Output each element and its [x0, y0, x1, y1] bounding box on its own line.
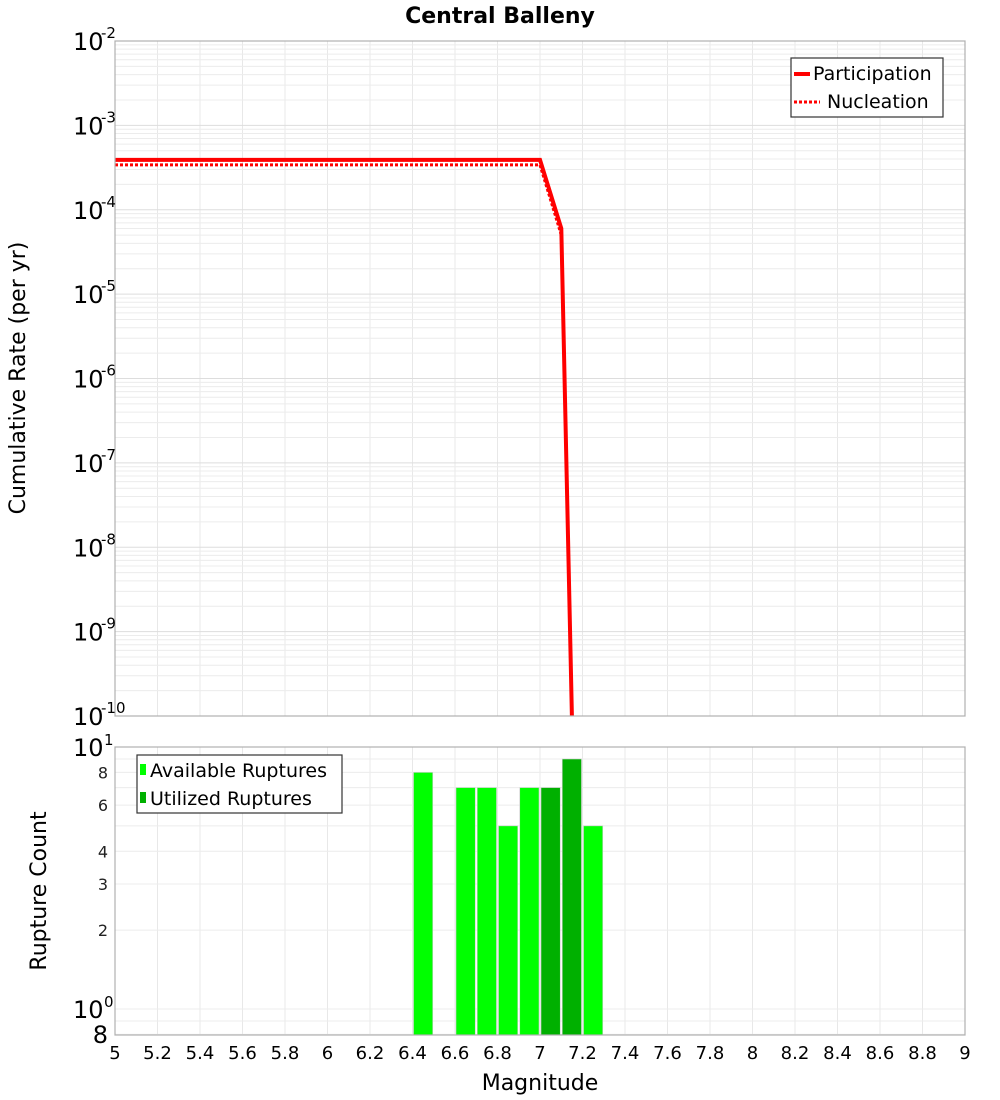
- svg-text:-6: -6: [101, 362, 116, 380]
- rupture-bar: [455, 787, 476, 1036]
- svg-text:10: 10: [73, 112, 104, 140]
- top-y-tick: 10-8: [73, 530, 116, 562]
- svg-text:10: 10: [73, 996, 104, 1024]
- x-tick-label: 5.8: [271, 1043, 300, 1064]
- svg-text:-7: -7: [101, 446, 116, 464]
- bottom-gridlines: [115, 747, 966, 1035]
- x-tick-label: 8: [747, 1043, 758, 1064]
- legend-nucleation-label: Nucleation: [827, 91, 929, 113]
- legend-utilized-label: Utilized Ruptures: [150, 788, 312, 810]
- svg-text:10: 10: [73, 28, 104, 56]
- utilized-legend-swatch: [140, 792, 146, 803]
- rupture-bar: [561, 758, 582, 1036]
- rupture-bars: [413, 758, 604, 1036]
- top-y-ticks: 10-210-310-410-510-610-710-810-910-10: [73, 24, 126, 731]
- top-y-tick: 10-2: [73, 24, 116, 56]
- svg-text:-3: -3: [101, 108, 116, 126]
- bottom-y-tick: 10 0: [73, 993, 114, 1024]
- x-axis-ticks: 5 5.2 5.4 5.6 5.8 6 6.2 6.4 6.6 6.8 7 7.2 7.4 7.6 7.8 8…: [109, 1043, 970, 1064]
- bottom-y-tick: 8: [93, 1021, 108, 1049]
- top-legend: Participation Nucleation: [790, 57, 944, 118]
- rupture-bar: [498, 825, 519, 1036]
- svg-text:10: 10: [73, 281, 104, 309]
- rupture-bar: [519, 787, 540, 1036]
- svg-text:-4: -4: [101, 193, 116, 211]
- x-tick-label: 7.2: [568, 1043, 597, 1064]
- rate-lines: [115, 157, 574, 717]
- x-tick-label: 8.6: [866, 1043, 895, 1064]
- svg-text:10: 10: [73, 366, 104, 394]
- svg-text:-10: -10: [101, 699, 126, 717]
- x-tick-label: 6.2: [356, 1043, 385, 1064]
- svg-text:10: 10: [73, 534, 104, 562]
- x-tick-label: 8.8: [908, 1043, 937, 1064]
- bottom-y-tick: 8: [98, 763, 108, 782]
- x-tick-label: 5.4: [186, 1043, 215, 1064]
- bottom-y-tick: 3: [98, 875, 108, 894]
- svg-text:0: 0: [104, 993, 114, 1011]
- bottom-y-tick: 2: [98, 921, 108, 940]
- svg-text:1: 1: [104, 731, 114, 749]
- top-y-tick: 10-9: [73, 615, 116, 647]
- svg-text:-8: -8: [101, 530, 116, 548]
- bottom-y-tick: 6: [98, 796, 108, 815]
- top-plot-frame: [114, 40, 966, 717]
- x-tick-label: 6: [322, 1043, 333, 1064]
- x-tick-label: 5.2: [143, 1043, 172, 1064]
- top-y-tick: 10-6: [73, 362, 116, 394]
- svg-text:6: 6: [98, 796, 108, 815]
- rupture-bar: [583, 825, 604, 1036]
- rupture-bar: [476, 787, 497, 1036]
- x-tick-label: 5.6: [228, 1043, 257, 1064]
- svg-text:4: 4: [98, 842, 108, 861]
- x-tick-label: 6.8: [483, 1043, 512, 1064]
- top-y-tick: 10-10: [73, 699, 126, 731]
- top-y-tick: 10-3: [73, 108, 116, 140]
- svg-text:10: 10: [73, 197, 104, 225]
- bottom-plot-frame: [114, 746, 966, 1036]
- legend-participation-label: Participation: [813, 63, 932, 85]
- bottom-y-tick: 4: [98, 842, 108, 861]
- x-tick-label: 7.8: [696, 1043, 725, 1064]
- svg-text:10: 10: [73, 619, 104, 647]
- x-tick-label: 8.2: [781, 1043, 810, 1064]
- top-gridlines: [115, 41, 966, 716]
- rupture-bar: [413, 772, 434, 1036]
- top-y-tick: 10-7: [73, 446, 116, 478]
- svg-text:8: 8: [98, 763, 108, 782]
- x-tick-label: 6.4: [398, 1043, 427, 1064]
- svg-text:10: 10: [73, 734, 104, 762]
- x-tick-label: 7.6: [653, 1043, 682, 1064]
- svg-text:10: 10: [73, 450, 104, 478]
- top-y-tick: 10-5: [73, 277, 116, 309]
- x-tick-label: 5: [109, 1043, 120, 1064]
- top-y-tick: 10-4: [73, 193, 116, 225]
- x-tick-label: 9: [959, 1043, 970, 1064]
- svg-text:10: 10: [73, 703, 104, 731]
- svg-text:-2: -2: [101, 24, 116, 42]
- top-y-axis-label: Cumulative Rate (per yr): [6, 242, 31, 515]
- svg-text:-5: -5: [101, 277, 116, 295]
- bottom-legend: Available Ruptures Utilized Ruptures: [136, 754, 343, 814]
- chart-title: Central Balleny: [405, 4, 595, 29]
- svg-text:3: 3: [98, 875, 108, 894]
- rupture-bar: [540, 787, 561, 1036]
- x-tick-label: 6.6: [441, 1043, 470, 1064]
- x-axis-label: Magnitude: [482, 1071, 599, 1096]
- svg-text:8: 8: [93, 1021, 108, 1049]
- x-tick-label: 7: [534, 1043, 545, 1064]
- svg-text:-9: -9: [101, 615, 116, 633]
- bottom-y-tick: 10 1: [73, 731, 114, 762]
- participation-line: [115, 157, 574, 717]
- available-legend-swatch: [140, 764, 146, 775]
- x-tick-label: 8.4: [823, 1043, 852, 1064]
- legend-available-label: Available Ruptures: [150, 760, 327, 782]
- bottom-y-axis-label: Rupture Count: [27, 811, 52, 971]
- x-tick-label: 7.4: [611, 1043, 640, 1064]
- svg-text:2: 2: [98, 921, 108, 940]
- cumulative-rate-plot: 10-210-310-410-510-610-710-810-910-10 Cu…: [6, 24, 966, 731]
